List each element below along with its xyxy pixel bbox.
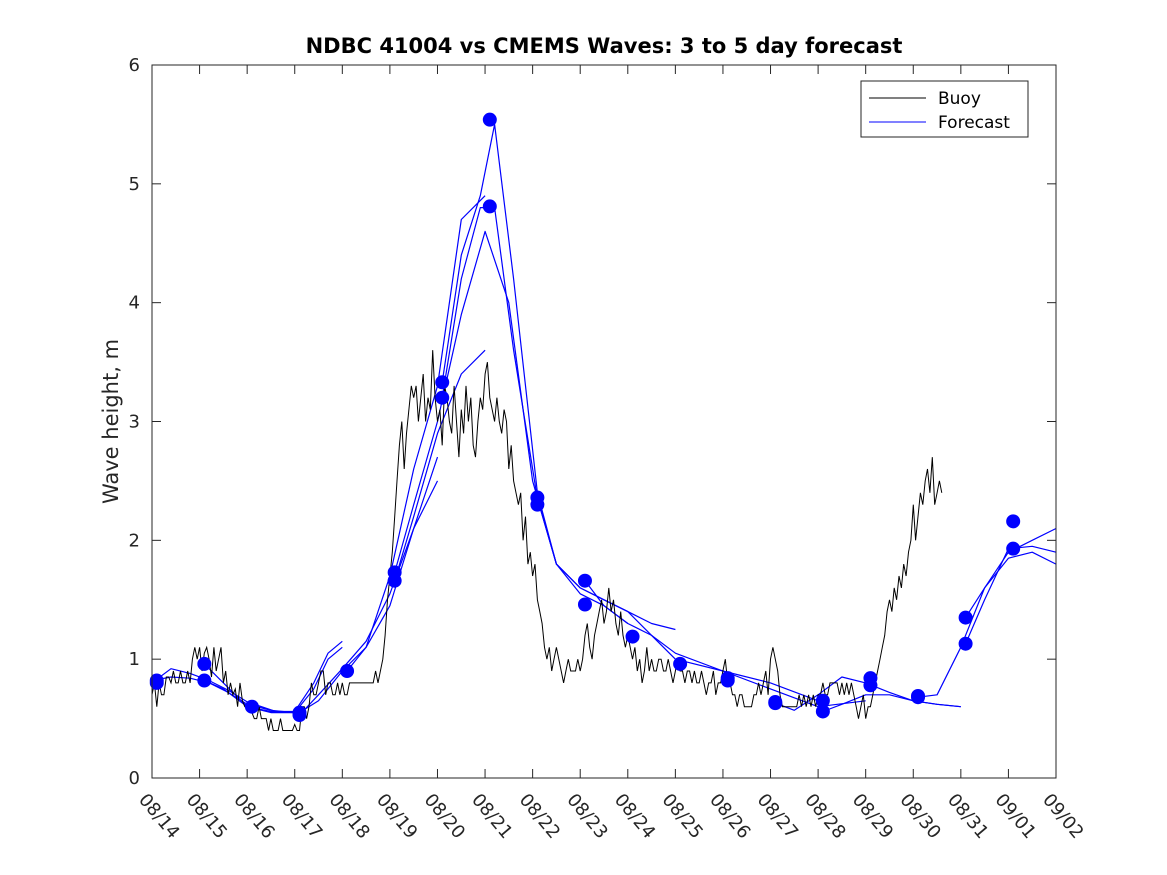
forecast-marker — [1006, 541, 1021, 556]
y-axis-ticks: 0 1 2 3 4 5 6 — [129, 55, 1056, 789]
forecast-line — [822, 694, 961, 713]
y-tick-label: 4 — [129, 293, 140, 314]
forecast-marker — [244, 699, 259, 714]
y-tick-label: 3 — [129, 412, 140, 433]
forecast-line — [441, 123, 676, 631]
legend-forecast-label: Forecast — [938, 113, 1010, 133]
forecast-marker — [577, 573, 592, 588]
forecast-marker — [197, 656, 212, 671]
forecast-marker — [958, 610, 973, 625]
forecast-line — [151, 668, 295, 714]
forecast-marker — [435, 375, 450, 390]
forecast-marker — [482, 112, 497, 127]
forecast-line — [394, 349, 486, 581]
forecast-marker — [815, 704, 830, 719]
forecast-marker — [387, 573, 402, 588]
y-axis-label: Wave height, m — [99, 339, 123, 504]
plot-lines — [151, 123, 1057, 731]
forecast-marker — [958, 636, 973, 651]
forecast-marker — [863, 678, 878, 693]
y-tick-label: 0 — [129, 768, 140, 789]
forecast-marker — [673, 656, 688, 671]
y-tick-label: 5 — [129, 174, 140, 195]
y-tick-label: 6 — [129, 55, 140, 76]
forecast-marker — [1006, 514, 1021, 529]
forecast-marker — [482, 199, 497, 214]
forecast-marker — [197, 673, 212, 688]
forecast-marker — [625, 629, 640, 644]
chart-title: NDBC 41004 vs CMEMS Waves: 3 to 5 day fo… — [306, 34, 903, 58]
forecast-line — [299, 480, 439, 716]
forecast-marker — [340, 664, 355, 679]
y-tick-label: 1 — [129, 649, 140, 670]
forecast-marker — [911, 690, 926, 705]
forecast-markers — [149, 112, 1021, 723]
forecast-marker — [577, 597, 592, 612]
forecast-marker — [149, 673, 164, 688]
legend-buoy-label: Buoy — [938, 89, 981, 109]
forecast-marker — [530, 497, 545, 512]
y-tick-label: 2 — [129, 530, 140, 551]
forecast-line — [346, 195, 486, 672]
buoy-line — [151, 350, 943, 731]
legend: Buoy Forecast — [860, 80, 1029, 138]
forecast-line — [394, 230, 557, 573]
plot-area — [152, 65, 1056, 778]
forecast-marker — [292, 708, 307, 723]
legend-box — [860, 80, 1029, 138]
plot-frame — [151, 64, 1057, 779]
forecast-marker — [768, 696, 783, 711]
forecast-marker — [720, 673, 735, 688]
forecast-line — [965, 551, 1057, 618]
forecast-line — [441, 207, 629, 624]
forecast-marker — [435, 390, 450, 405]
forecast-line — [536, 497, 819, 702]
